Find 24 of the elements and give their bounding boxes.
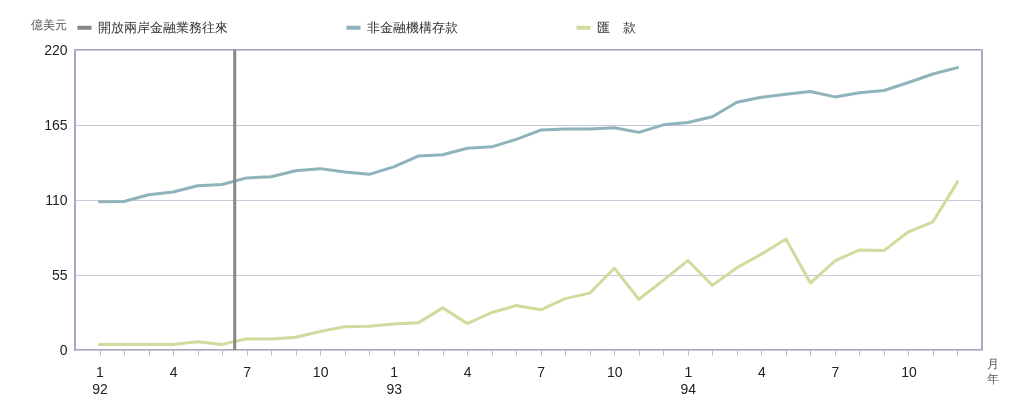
y-tick-label: 165 <box>44 116 68 133</box>
x-axis-title: 月年 <box>986 356 999 386</box>
legend-label: 匯 款 <box>597 19 636 35</box>
x-tick-label: 7 <box>537 363 546 380</box>
legend-label: 開放兩岸金融業務往來 <box>98 19 228 35</box>
y-tick-label: 0 <box>59 341 68 358</box>
x-tick-label: 1 93 <box>386 363 403 397</box>
x-tick-label: 7 <box>831 363 840 380</box>
x-tick-label: 4 <box>169 363 178 380</box>
legend-label: 非金融機構存款 <box>367 19 458 35</box>
x-tick-label: 1 94 <box>680 363 697 397</box>
x-tick-label: 10 <box>312 363 329 380</box>
y-axis-title: 億美元 <box>30 17 67 32</box>
line-series <box>98 66 959 204</box>
y-tick-label: 55 <box>51 266 68 283</box>
x-tick-label: 10 <box>607 363 623 380</box>
x-tick-label: 10 <box>901 363 917 380</box>
y-tick-label: 220 <box>44 41 68 58</box>
x-tick-label: 7 <box>243 363 252 380</box>
x-tick-label: 4 <box>757 363 766 380</box>
y-tick-label: 110 <box>45 191 68 208</box>
line-series <box>98 180 959 346</box>
x-tick-label: 1 92 <box>92 363 109 397</box>
x-tick-label: 4 <box>463 363 472 380</box>
